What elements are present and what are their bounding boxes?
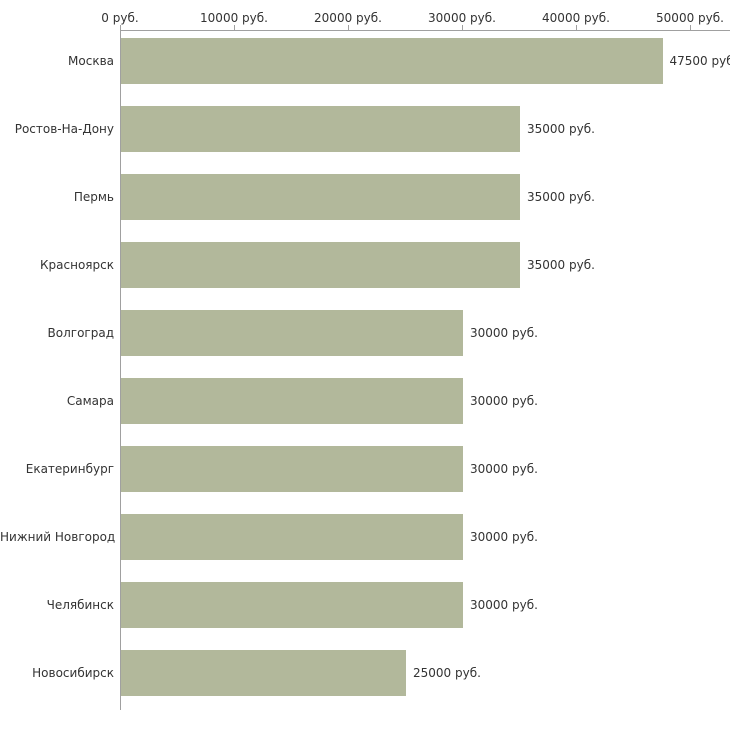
bar [121,106,520,152]
bar [121,650,406,696]
x-axis-tick [462,25,463,30]
value-label: 30000 руб. [470,462,538,476]
y-axis-line [120,30,121,710]
x-axis-line [120,30,730,31]
bar [121,38,663,84]
value-label: 30000 руб. [470,326,538,340]
value-label: 30000 руб. [470,530,538,544]
value-label: 35000 руб. [527,190,595,204]
x-axis-tick-label: 10000 руб. [200,11,268,25]
bar [121,582,463,628]
x-axis-tick-label: 50000 руб. [656,11,724,25]
value-label: 30000 руб. [470,598,538,612]
value-label: 47500 руб. [669,54,730,68]
bar [121,514,463,560]
x-axis-tick [348,25,349,30]
category-label: Волгоград [47,326,114,340]
value-label: 35000 руб. [527,258,595,272]
category-label: Новосибирск [32,666,114,680]
bar [121,310,463,356]
category-label: Нижний Новгород [0,530,116,544]
bar [121,378,463,424]
bar [121,242,520,288]
value-label: 35000 руб. [527,122,595,136]
category-label: Москва [68,54,114,68]
x-axis-tick [690,25,691,30]
value-label: 30000 руб. [470,394,538,408]
category-label: Челябинск [46,598,114,612]
category-label: Пермь [73,190,114,204]
x-axis-tick [120,25,121,30]
x-axis-tick-label: 0 руб. [101,11,139,25]
x-axis-tick [576,25,577,30]
x-axis-tick-label: 30000 руб. [428,11,496,25]
bar [121,446,463,492]
category-label: Самара [66,394,114,408]
x-axis-tick-label: 20000 руб. [314,11,382,25]
category-label: Екатеринбург [25,462,114,476]
bar [121,174,520,220]
x-axis-tick-label: 40000 руб. [542,11,610,25]
category-label: Красноярск [40,258,114,272]
value-label: 25000 руб. [413,666,481,680]
x-axis-tick [234,25,235,30]
category-label: Ростов-На-Дону [14,122,114,136]
